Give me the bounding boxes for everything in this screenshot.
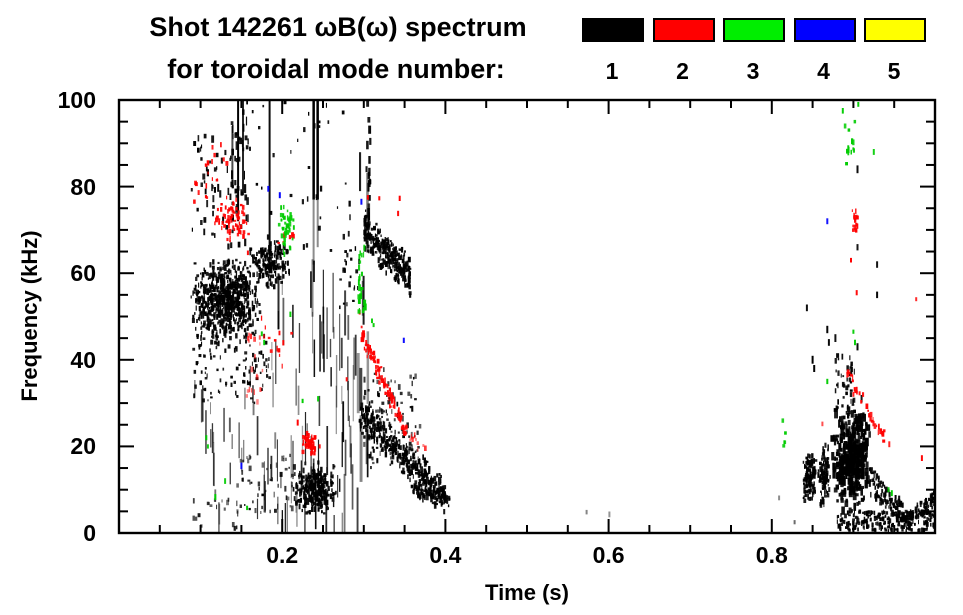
- y-tick-label: 40: [70, 346, 96, 373]
- x-tick-label: 0.8: [755, 542, 788, 568]
- legend-swatch-mode-4: [793, 18, 856, 42]
- legend-label-mode-3: 3: [746, 58, 760, 84]
- y-tick-label: 60: [70, 260, 96, 287]
- y-tick-label: 80: [70, 173, 96, 200]
- legend-swatch-mode-2: [652, 18, 715, 42]
- data-marks: [190, 101, 934, 532]
- y-tick-label: 0: [83, 520, 96, 546]
- y-tick-label: 20: [70, 433, 96, 460]
- legend-swatch-mode-3: [723, 18, 785, 42]
- x-tick-label: 0.2: [266, 542, 299, 568]
- y-tick-label: 100: [57, 87, 96, 113]
- legend-swatch-mode-5: [864, 18, 926, 42]
- legend-label-mode-5: 5: [887, 58, 901, 84]
- chart-subtitle: for toroidal mode number:: [167, 54, 505, 84]
- legend-label-mode-1: 1: [605, 58, 619, 84]
- chart-title: Shot 142261 ωB(ω) spectrum: [149, 12, 527, 42]
- legend-label-mode-4: 4: [817, 58, 830, 84]
- x-axis-title: Time (s): [485, 580, 569, 605]
- legend-label-mode-2: 2: [676, 58, 689, 84]
- x-tick-label: 0.6: [592, 542, 625, 568]
- x-tick-label: 0.4: [429, 542, 462, 568]
- legend-swatch-mode-1: [582, 18, 644, 42]
